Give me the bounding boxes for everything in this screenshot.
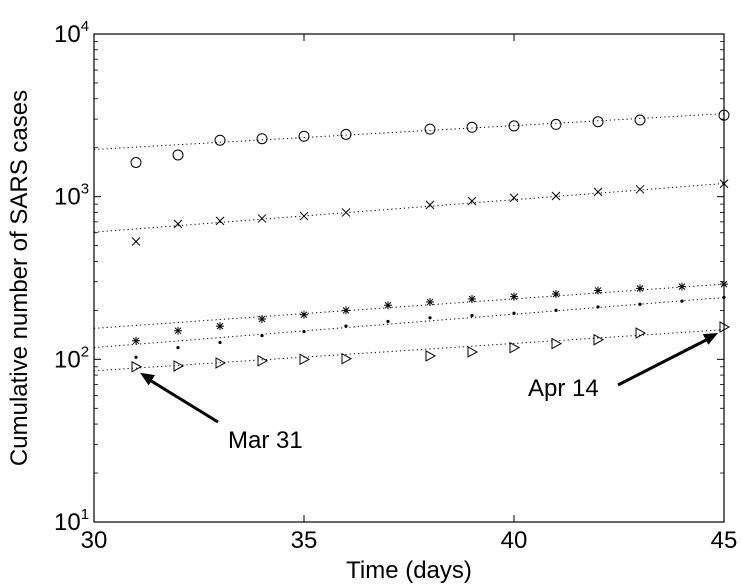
x-point	[425, 200, 435, 210]
star-point	[342, 306, 350, 315]
dot-point	[428, 316, 432, 320]
annotations: Mar 31 Apr 14	[140, 333, 718, 454]
star-point	[552, 290, 560, 299]
axis-ticks: 30 35 40 45 101 102 103 104	[54, 18, 737, 554]
x-tick-label: 35	[291, 527, 318, 554]
x-point	[173, 219, 183, 229]
dot-point	[722, 295, 726, 300]
fit-line-triangle-right	[93, 329, 725, 372]
dot-point	[386, 319, 390, 324]
x-point	[215, 216, 225, 226]
x-tick-label: 45	[711, 527, 738, 554]
circle-point	[592, 116, 604, 128]
x-point	[719, 179, 729, 189]
triangle-point	[509, 341, 521, 354]
x-point	[551, 191, 561, 201]
star-point	[426, 298, 434, 307]
dot-point	[134, 355, 138, 359]
annotation-arrow-mar31	[145, 376, 219, 424]
fit-line-circle	[93, 113, 725, 150]
star-point	[384, 301, 392, 310]
dot-point	[596, 305, 600, 309]
fit-line-star	[93, 283, 725, 329]
star-point	[510, 292, 518, 301]
star-point	[636, 284, 644, 293]
dot-point	[554, 308, 558, 312]
dot-point	[344, 324, 348, 328]
dot-point	[176, 346, 180, 350]
y-tick-label: 102	[54, 343, 89, 373]
circle-point	[466, 121, 478, 133]
x-point	[593, 187, 603, 197]
dot-point	[512, 311, 516, 315]
triangle-point	[299, 353, 311, 366]
x-point	[341, 208, 351, 217]
triangle-point	[635, 327, 647, 339]
dot-point	[302, 330, 306, 334]
circle-point	[130, 156, 142, 168]
triangle-point	[131, 360, 143, 373]
circle-point	[424, 123, 436, 135]
dot-point	[260, 333, 264, 338]
star-point	[132, 336, 140, 345]
annotation-label-mar31: Mar 31	[228, 427, 303, 454]
triangle-point	[257, 354, 269, 367]
x-axis-label: Time (days)	[346, 557, 472, 584]
x-point	[635, 184, 645, 194]
triangle-point	[425, 350, 437, 362]
triangle-point	[467, 346, 479, 358]
x-tick-label: 30	[81, 527, 108, 554]
x-tick-label: 40	[501, 527, 528, 554]
annotation-arrowhead-mar31	[140, 372, 156, 386]
circle-point	[298, 130, 310, 142]
y-tick-label: 103	[54, 181, 89, 211]
fit-line-dot	[93, 296, 725, 349]
y-tick-label: 101	[54, 506, 89, 536]
data-points	[130, 109, 731, 373]
y-tick-label: 104	[54, 18, 89, 48]
fit-lines	[93, 113, 725, 372]
annotation-arrowhead-apr14	[702, 333, 718, 345]
x-point	[467, 196, 477, 206]
x-point	[257, 214, 267, 223]
circle-point	[508, 120, 520, 132]
star-point	[468, 294, 476, 303]
circle-point	[340, 128, 352, 140]
star-point	[720, 280, 728, 289]
x-point	[299, 211, 309, 221]
triangle-point	[719, 321, 731, 333]
star-point	[258, 314, 266, 323]
dot-point	[638, 302, 642, 306]
star-point	[594, 286, 602, 295]
annotation-arrow-apr14	[617, 335, 713, 387]
star-point	[678, 282, 686, 291]
y-axis-label: Cumulative number of SARS cases	[6, 90, 33, 466]
circle-point	[172, 149, 184, 161]
fit-line-x	[93, 182, 725, 233]
triangle-point	[173, 360, 185, 372]
circle-point	[634, 114, 646, 126]
circle-point	[256, 133, 268, 145]
dot-point	[218, 340, 222, 345]
circle-point	[550, 118, 562, 130]
dot-point	[470, 313, 474, 318]
x-point	[131, 237, 141, 246]
annotation-label-apr14: Apr 14	[528, 375, 599, 402]
star-point	[300, 310, 308, 319]
star-point	[216, 322, 224, 331]
triangle-point	[215, 357, 227, 369]
x-point	[509, 193, 519, 203]
circle-point	[718, 109, 730, 121]
triangle-point	[593, 333, 605, 346]
plot-area	[93, 33, 725, 523]
triangle-point	[551, 337, 563, 350]
circle-point	[214, 134, 226, 146]
dot-point	[680, 299, 684, 303]
triangle-point	[341, 352, 353, 365]
star-point	[174, 326, 182, 335]
